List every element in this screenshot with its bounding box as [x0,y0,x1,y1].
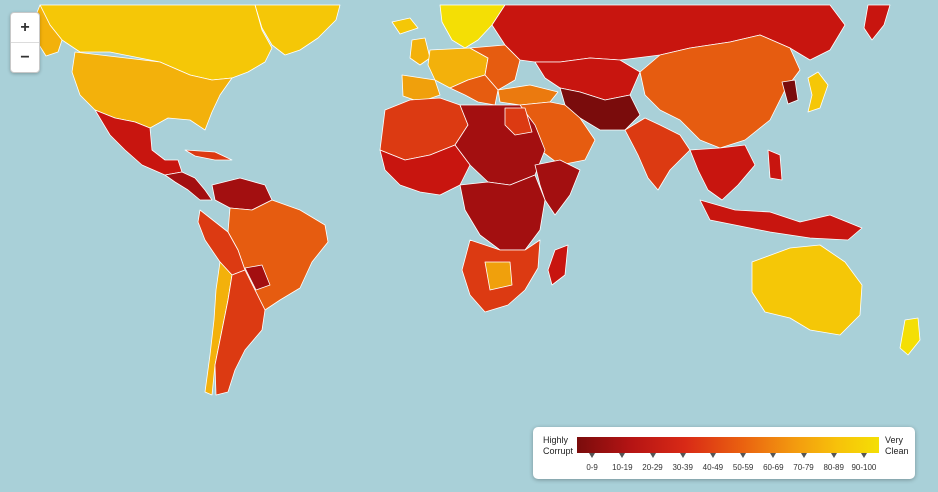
legend-range-label: 30-39 [668,453,698,475]
country-philippines[interactable] [767,149,783,181]
legend-range-label: 90-100 [849,453,879,475]
country-uk[interactable] [409,37,431,66]
legend-ticks: 0-9 10-19 20-29 30-39 40-49 50-59 60-69 … [577,453,879,475]
legend-range-label: 70-79 [788,453,818,475]
country-paraguay[interactable] [244,264,271,291]
country-southeast-asia[interactable] [689,144,756,201]
zoom-in-button[interactable]: + [20,19,30,36]
legend-label-clean: Clean [885,446,909,456]
country-korea[interactable] [781,79,799,105]
legend-range-label: 50-59 [728,453,758,475]
legend-label-corrupt: Corrupt [543,446,574,456]
legend-range-label: 40-49 [698,453,728,475]
country-japan[interactable] [807,71,829,113]
zoom-out-button[interactable]: − [11,42,39,72]
zoom-control: + − [10,12,40,73]
country-argentina[interactable] [214,269,266,396]
country-central-america[interactable] [164,171,213,201]
legend-range-label: 20-29 [637,453,667,475]
legend-color-bar [577,437,879,453]
legend-right-label: Very Clean [885,435,909,457]
country-usa[interactable] [71,51,233,131]
country-madagascar[interactable] [547,244,569,286]
legend-range-label: 60-69 [758,453,788,475]
country-central-africa[interactable] [459,174,546,251]
country-egypt[interactable] [504,107,533,136]
country-italy-balkans[interactable] [449,74,499,106]
country-greenland[interactable] [254,4,341,56]
country-australia[interactable] [751,244,863,336]
country-mexico[interactable] [94,109,183,176]
country-botswana[interactable] [484,261,513,291]
legend-left-label: Highly Corrupt [543,435,573,457]
legend-range-label: 80-89 [819,453,849,475]
legend-range-label: 0-9 [577,453,607,475]
country-indonesia[interactable] [699,199,863,241]
country-horn-of-africa[interactable] [534,159,581,216]
country-india[interactable] [624,117,691,191]
country-new-zealand[interactable] [899,317,921,356]
country-kamchatka[interactable] [863,4,891,41]
country-iceland[interactable] [391,17,419,35]
legend-label-highly: Highly [543,435,569,445]
country-cuba[interactable] [184,149,233,161]
legend: Highly Corrupt 0-9 10-19 20-29 30-39 40-… [533,427,915,479]
legend-range-label: 10-19 [607,453,637,475]
country-china[interactable] [639,34,801,149]
legend-label-very: Very [885,435,904,445]
